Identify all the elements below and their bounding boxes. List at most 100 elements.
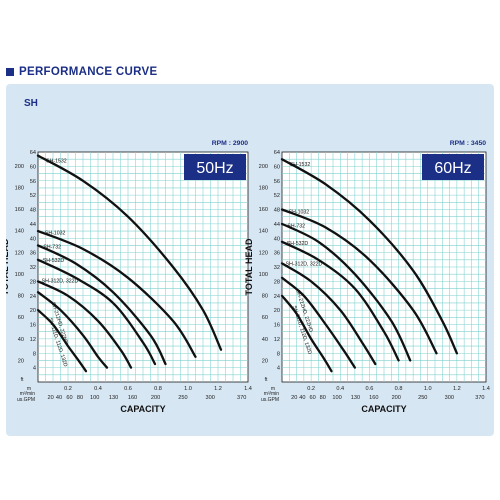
y-tick-m: 40 [30, 236, 36, 242]
series-label: SH [24, 98, 38, 109]
x-tick-gpm: 40 [56, 395, 62, 401]
x-tick-gpm: 250 [418, 395, 427, 401]
y-tick-ft: 200 [15, 164, 24, 170]
hz-label: 50Hz [196, 160, 233, 177]
x-tick-gpm: 40 [299, 395, 305, 401]
y-tick-m: 24 [274, 294, 280, 300]
chart-50hz: RPM : 290050Hz48121620242832364044485256… [6, 140, 252, 414]
curve-sh-532d [280, 240, 400, 362]
curve-sh-1532 [36, 154, 223, 351]
curve-label: SH-1532 [46, 158, 67, 164]
y-tick-ft: 160 [15, 207, 24, 213]
x-tick-gpm: 60 [66, 395, 72, 401]
x-tick-gpm: 100 [332, 395, 341, 401]
y-tick-m: 8 [33, 351, 36, 357]
x-unit-gpm: us.GPM [261, 397, 279, 403]
curve-label: SH-732 [43, 244, 61, 250]
curve-label: SH-312D, 322D [42, 279, 79, 285]
y-tick-ft: 20 [18, 358, 24, 364]
x-tick-m3: 1.4 [482, 386, 490, 392]
x-tick-m3: 0.8 [154, 386, 162, 392]
curve-label: SH-1032 [45, 230, 66, 236]
x-tick-m3: 0.4 [336, 386, 344, 392]
y-tick-ft: 40 [262, 337, 268, 343]
y-tick-m: 44 [274, 222, 280, 228]
x-tick-gpm: 370 [237, 395, 246, 401]
curve-sh-312d-322d [36, 280, 133, 369]
y-tick-m: 40 [274, 236, 280, 242]
y-tick-m: 44 [30, 222, 36, 228]
y-tick-ft: 200 [259, 164, 268, 170]
x-axis-title: CAPACITY [361, 404, 406, 414]
x-tick-m3: 1.0 [184, 386, 192, 392]
y-tick-m: 64 [274, 150, 280, 156]
y-tick-m: 16 [274, 323, 280, 329]
y-unit-ft: ft [21, 377, 24, 383]
x-tick-gpm: 20 [47, 395, 53, 401]
x-unit-gpm: us.GPM [17, 397, 35, 403]
x-tick-gpm: 300 [445, 395, 454, 401]
y-tick-m: 48 [30, 208, 36, 214]
x-tick-m3: 0.2 [307, 386, 315, 392]
y-tick-m: 28 [274, 279, 280, 285]
rpm-label: RPM : 2900 [212, 140, 248, 147]
x-unit-m3: m³/min [20, 391, 35, 397]
y-unit-m: m [27, 386, 31, 392]
y-tick-ft: 80 [262, 294, 268, 300]
rpm-label: RPM : 3450 [450, 140, 486, 147]
y-unit-ft: ft [265, 377, 268, 383]
x-tick-m3: 0.6 [124, 386, 132, 392]
performance-charts: RPM : 290050Hz48121620242832364044485256… [6, 140, 490, 414]
x-tick-gpm: 20 [291, 395, 297, 401]
x-tick-m3: 1.2 [453, 386, 461, 392]
section-header: PERFORMANCE CURVE [6, 66, 157, 78]
y-axis-title: TOTAL HEAD [6, 238, 10, 296]
y-tick-m: 4 [277, 366, 280, 372]
curve-label: SH-312D, 322D [286, 261, 323, 267]
x-unit-m3: m³/min [264, 391, 279, 397]
y-tick-m: 36 [30, 251, 36, 257]
y-tick-m: 20 [274, 308, 280, 314]
x-tick-gpm: 370 [475, 395, 484, 401]
curve-sh-212hd-222hd [36, 291, 109, 369]
y-tick-m: 28 [30, 279, 36, 285]
y-tick-m: 12 [274, 337, 280, 343]
curve-sh-111d-112d-132d [36, 308, 88, 373]
x-tick-gpm: 160 [369, 395, 378, 401]
y-tick-ft: 180 [259, 185, 268, 191]
curve-label: SH-1532 [290, 162, 311, 168]
x-tick-m3: 0.8 [395, 386, 403, 392]
y-tick-ft: 180 [15, 185, 24, 191]
x-tick-gpm: 130 [351, 395, 360, 401]
x-axis-title: CAPACITY [120, 404, 165, 414]
x-tick-gpm: 80 [320, 395, 326, 401]
x-tick-gpm: 160 [128, 395, 137, 401]
curve-sh-532d [36, 258, 157, 366]
y-tick-m: 52 [30, 193, 36, 199]
y-tick-m: 32 [30, 265, 36, 271]
curve-sh-732 [280, 222, 412, 362]
header-square-icon [6, 68, 14, 76]
y-tick-m: 20 [30, 308, 36, 314]
curve-label: SH-532D [43, 258, 65, 264]
y-tick-m: 56 [30, 179, 36, 185]
x-tick-m3: 0.6 [366, 386, 374, 392]
y-tick-ft: 100 [15, 272, 24, 278]
curve-sh-1032 [280, 208, 438, 355]
y-tick-ft: 140 [15, 229, 24, 235]
y-unit-m: m [271, 386, 275, 392]
y-tick-m: 56 [274, 179, 280, 185]
curve-sh-1032 [36, 229, 197, 358]
y-tick-ft: 60 [18, 315, 24, 321]
curve-sh-312d-322d [280, 262, 377, 366]
chart-60hz: RPM : 345060Hz48121620242832364044485256… [244, 140, 490, 414]
curve-sh-111d-112d-132d [280, 294, 333, 373]
x-tick-m3: 1.2 [214, 386, 222, 392]
curve-sh-212hd-222hd [280, 276, 357, 369]
x-tick-gpm: 200 [151, 395, 160, 401]
y-tick-m: 64 [30, 150, 36, 156]
hz-badge [422, 154, 484, 180]
x-tick-gpm: 130 [109, 395, 118, 401]
y-tick-ft: 20 [262, 358, 268, 364]
y-tick-ft: 140 [259, 229, 268, 235]
